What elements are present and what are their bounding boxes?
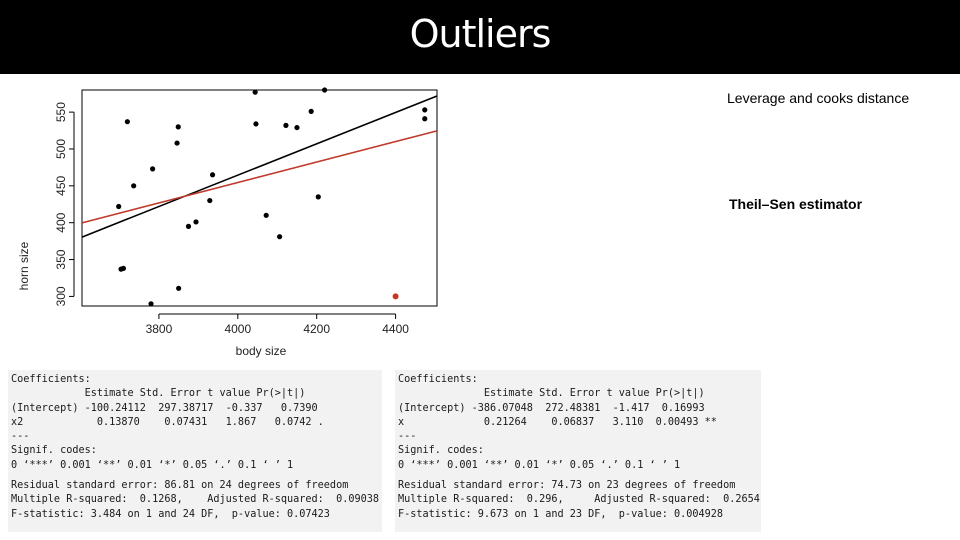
slide-title: Outliers	[409, 12, 552, 56]
data-point	[308, 108, 314, 114]
data-point	[283, 122, 289, 128]
data-point	[193, 219, 199, 225]
y-tick-label: 550	[54, 102, 68, 122]
y-tick-label: 500	[54, 139, 68, 159]
data-point	[321, 87, 328, 93]
regression-line: (Intercept) -100.24112 297.38717 -0.337 …	[11, 402, 318, 414]
regression-line: 0 ‘***’ 0.001 ‘**’ 0.01 ‘*’ 0.05 ‘.’ 0.1…	[11, 459, 294, 471]
scatter-plot-panel: 3800 4000 4200 4400 300 350 400 450 500 550 body…	[8, 74, 439, 360]
ols-fit-line	[81, 95, 438, 238]
regression-line: Signif. codes:	[398, 445, 484, 457]
regression-line: Coefficients:	[11, 374, 91, 385]
scatter-plot: 3800 4000 4200 4400 300 350 400 450 500 550 body…	[17, 87, 438, 358]
data-point	[120, 265, 127, 272]
x-axis-label: body size	[236, 344, 287, 358]
data-point	[209, 172, 216, 178]
robust-fit-line	[81, 130, 438, 224]
regression-line: Estimate Std. Error t value Pr(>|t|)	[11, 388, 306, 400]
x-tick-label: 4400	[382, 322, 409, 336]
fit-lines	[81, 95, 438, 238]
x-axis: 3800 4000 4200 4400	[146, 313, 409, 336]
data-point	[124, 119, 130, 125]
regression-line: Multiple R-squared: 0.296, Adjusted R-sq…	[398, 494, 760, 506]
data-point	[176, 285, 182, 291]
regression-line: Signif. codes:	[11, 445, 97, 457]
x-tick-label: 4200	[303, 322, 330, 336]
regression-line: (Intercept) -386.07048 272.48381 -1.417 …	[398, 402, 705, 414]
regression-line: ---	[11, 431, 30, 443]
regression-line: Multiple R-squared: 0.1268, Adjusted R-s…	[11, 494, 380, 506]
y-tick-label: 400	[54, 212, 68, 232]
data-point	[294, 124, 300, 131]
data-point	[148, 301, 154, 307]
data-point	[174, 140, 180, 146]
data-point	[263, 212, 269, 218]
data-point	[315, 194, 321, 200]
regression-line: Estimate Std. Error t value Pr(>|t|)	[398, 388, 705, 400]
y-tick-label: 450	[54, 176, 68, 196]
x-tick-label: 3800	[146, 322, 173, 336]
data-point	[253, 121, 259, 127]
y-axis: 300 350 400 450 500 550	[54, 102, 75, 306]
data-point	[277, 234, 283, 240]
regression-line: 0 ‘***’ 0.001 ‘**’ 0.01 ‘*’ 0.05 ‘.’ 0.1…	[398, 459, 681, 471]
data-point	[422, 116, 428, 122]
regression-line: x 0.21264 0.06837 3.110 0.00493 **	[398, 416, 717, 428]
data-point	[207, 197, 213, 204]
regression-line: x2 0.13870 0.07431 1.867 0.0742 .	[11, 416, 324, 428]
regression-line: F-statistic: 3.484 on 1 and 24 DF, p-val…	[11, 508, 330, 520]
x-tick-label: 4000	[224, 322, 251, 336]
data-point	[252, 89, 258, 95]
data-point	[116, 203, 122, 210]
regression-line: Residual standard error: 86.81 on 24 deg…	[11, 480, 349, 492]
regression-line: F-statistic: 9.673 on 1 and 23 DF, p-val…	[398, 508, 724, 520]
data-point	[185, 223, 192, 229]
data-points	[116, 87, 428, 307]
note-theil-sen: Theil–Sen estimator	[729, 196, 863, 212]
y-axis-label: horn size	[17, 241, 31, 290]
regression-output-left: Coefficients: Estimate Std. Error t valu…	[8, 370, 382, 532]
y-tick-label: 300	[54, 286, 68, 306]
data-point	[131, 183, 137, 189]
title-bar	[0, 0, 960, 74]
regression-line: ---	[398, 431, 417, 443]
data-point	[422, 107, 428, 113]
regression-output-right: Coefficients: Estimate Std. Error t valu…	[395, 370, 761, 532]
y-tick-label: 350	[54, 249, 68, 269]
note-leverage: Leverage and cooks distance	[727, 90, 910, 106]
plot-frame	[81, 89, 438, 307]
regression-line: Coefficients:	[398, 374, 478, 385]
regression-line: Residual standard error: 74.73 on 23 deg…	[398, 480, 736, 492]
outlier-point	[392, 293, 399, 300]
data-point	[150, 166, 156, 172]
data-point	[175, 124, 181, 130]
